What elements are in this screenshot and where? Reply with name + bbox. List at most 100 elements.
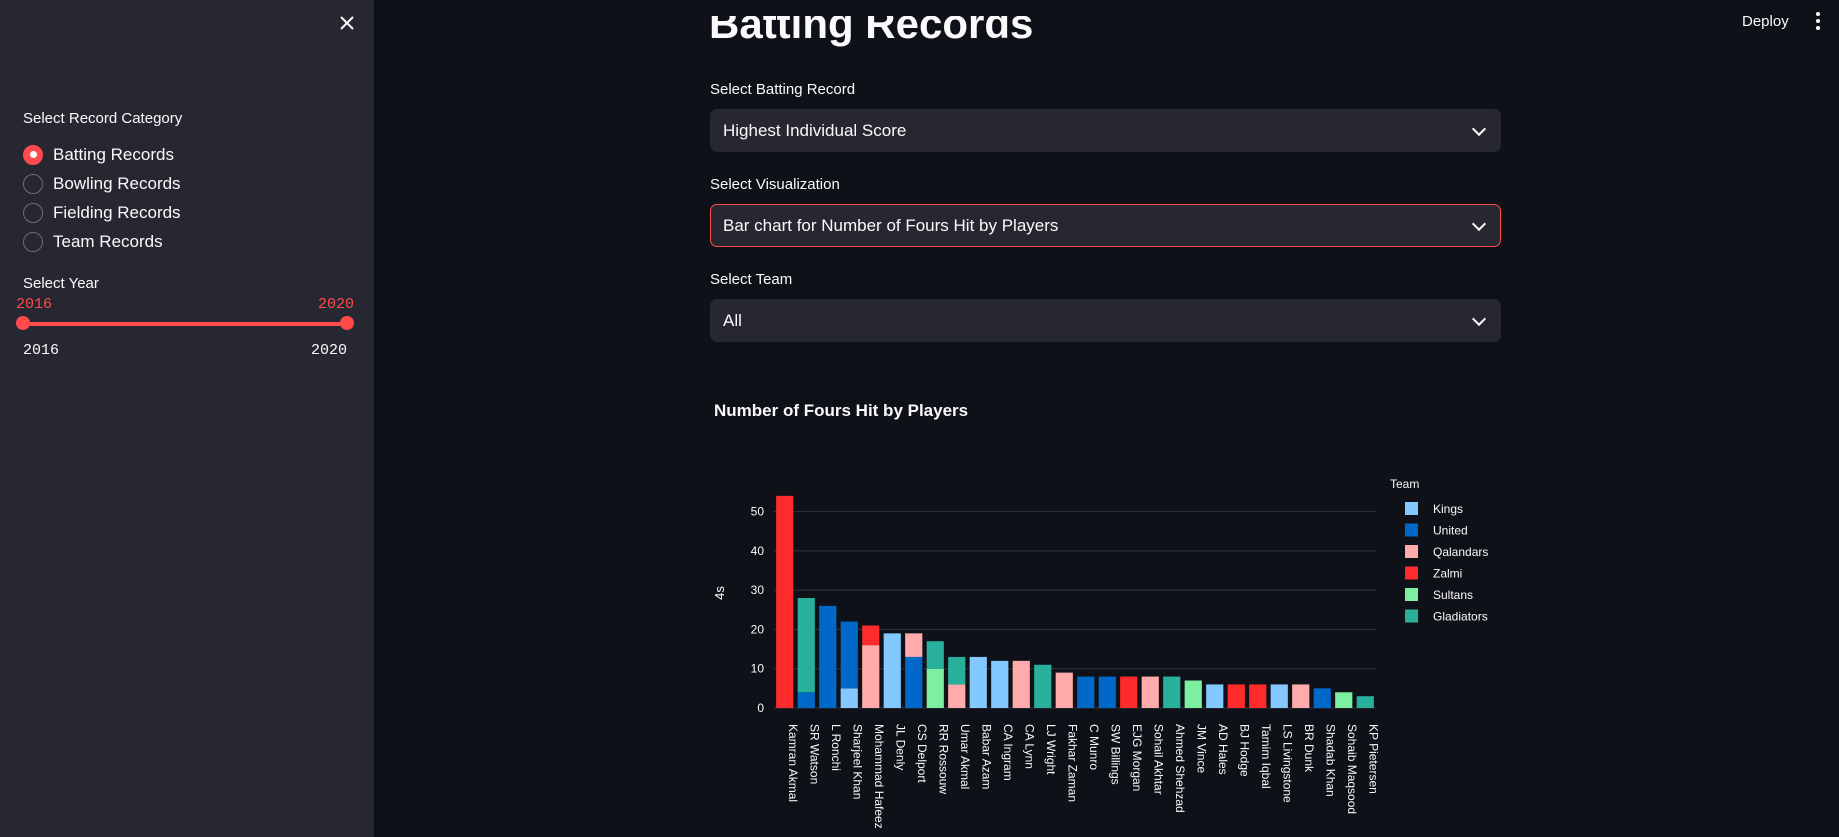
bar-segment[interactable] [1184,680,1202,709]
year-range-max-label: 2020 [310,342,347,359]
bar-segment[interactable] [797,692,815,708]
bar-segment[interactable] [1206,684,1224,708]
bar-segment[interactable] [991,660,1009,708]
slider-thumb-max[interactable] [340,316,354,330]
visualization-select[interactable]: Bar chart for Number of Fours Hit by Pla… [710,204,1501,247]
x-tick-label: Kamran Akmal [786,724,800,802]
bar-segment[interactable] [969,656,987,708]
team-select[interactable]: All [710,299,1501,342]
bar-segment[interactable] [905,656,923,708]
year-min-value: 2016 [16,296,53,313]
visualization-label: Select Visualization [710,176,840,193]
bar-segment[interactable] [905,633,923,657]
y-tick-label: 0 [757,701,764,715]
bar-segment[interactable] [926,641,944,669]
radio-unselected-icon [23,173,43,194]
x-tick-label: C Munro [1087,724,1101,770]
legend-label: Kings [1433,502,1463,516]
legend-label: Zalmi [1433,567,1462,581]
bar-segment[interactable] [819,605,837,708]
kebab-menu-icon [1812,12,1824,30]
deploy-button[interactable]: Deploy [1742,13,1789,30]
record-category-radio-group: Batting Records Bowling Records Fielding… [23,140,181,256]
radio-unselected-icon [23,202,43,223]
radio-team-records[interactable]: Team Records [23,227,181,256]
legend-swatch [1405,502,1418,515]
bar-segment[interactable] [840,621,858,689]
bar-segment[interactable] [862,645,880,708]
y-tick-label: 20 [751,622,765,636]
bar-segment[interactable] [1249,684,1267,708]
x-tick-label: Ahmed Shehzad [1173,724,1187,813]
x-tick-label: JL Denly [893,724,907,770]
bar-segment[interactable] [862,625,880,646]
x-tick-label: JM Vince [1194,724,1208,773]
bar-segment[interactable] [1335,692,1353,708]
radio-label: Batting Records [53,144,174,164]
batting-record-label: Select Batting Record [710,81,856,98]
radio-label: Bowling Records [53,173,181,193]
sidebar: Select Record Category Batting Records B… [0,0,374,837]
chevron-down-icon [1471,311,1487,327]
slider-track[interactable] [23,322,347,326]
legend-label: Sultans [1433,588,1473,602]
y-tick-label: 30 [751,583,765,597]
x-tick-label: Mohammad Hafeez [872,724,886,829]
bar-segment[interactable] [1141,676,1159,708]
year-slider-label: Select Year [23,275,99,292]
y-tick-label: 10 [751,662,765,676]
y-tick-label: 50 [751,505,765,519]
bar-segment[interactable] [1034,664,1052,708]
bar-segment[interactable] [1077,676,1095,708]
bar-segment[interactable] [797,598,815,693]
team-label: Select Team [710,271,793,288]
chart-title: Number of Fours Hit by Players [714,401,969,420]
x-tick-label: EJG Morgan [1130,724,1144,791]
x-tick-label: CA Ingram [1001,724,1015,781]
legend-swatch [1405,566,1418,580]
bar-segment[interactable] [1270,684,1288,708]
bar-segment[interactable] [883,633,901,708]
legend-swatch [1405,523,1418,537]
slider-thumb-min[interactable] [16,316,30,330]
bar-segment[interactable] [1292,684,1310,708]
bar-segment[interactable] [776,495,794,708]
radio-label: Team Records [53,231,163,251]
bar-segment[interactable] [1313,688,1331,708]
bar-segment[interactable] [926,668,944,708]
x-tick-label: Fakhar Zaman [1065,724,1079,802]
radio-label: Fielding Records [53,202,181,222]
bar-segment[interactable] [1120,676,1138,708]
radio-selected-icon [23,144,43,165]
x-tick-label: SW Billings [1108,724,1122,785]
bar-segment[interactable] [1012,660,1030,708]
bar-segment[interactable] [948,684,966,708]
legend-swatch [1405,545,1418,558]
radio-fielding-records[interactable]: Fielding Records [23,198,181,227]
close-sidebar-button[interactable] [336,12,358,34]
year-range-slider[interactable]: 2016 2020 2016 2020 [16,296,354,366]
batting-record-select[interactable]: Highest Individual Score [710,109,1501,152]
bar-segment[interactable] [840,688,858,708]
bar-segment[interactable] [1227,684,1245,708]
y-axis-label: 4s [712,586,727,600]
x-tick-label: CS Delport [915,724,929,783]
bar-segment[interactable] [1098,676,1116,708]
bar-segment[interactable] [1356,696,1374,708]
bar-segment[interactable] [1163,676,1181,708]
fours-bar-chart[interactable]: 0 10 20 30 40 50 4s Kamran Akmal SR Watson L Ronc… [700,470,1520,837]
legend-label: Qalandars [1433,545,1488,559]
year-range-min-label: 2016 [23,342,60,359]
bar-segment[interactable] [1055,672,1073,708]
legend-label: Gladiators [1433,610,1488,624]
radio-bowling-records[interactable]: Bowling Records [23,169,181,198]
radio-batting-records[interactable]: Batting Records [23,140,181,169]
main-menu-button[interactable] [1812,12,1824,32]
chevron-down-icon [1471,216,1487,232]
x-tick-label: KP Pietersen [1366,724,1380,794]
bar-segment[interactable] [948,656,966,685]
legend-swatch [1405,588,1418,601]
x-tick-label: Shadab Khan [1323,724,1337,797]
x-tick-label: L Ronchi [829,724,843,771]
y-tick-label: 40 [751,544,765,558]
